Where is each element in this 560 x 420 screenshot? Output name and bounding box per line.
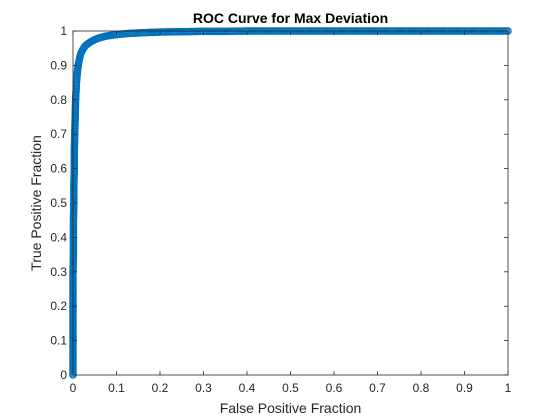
x-tick-label: 0.6 — [326, 381, 343, 395]
x-tick-label: 0.7 — [369, 381, 386, 395]
y-tick-label: 0.6 — [50, 162, 67, 176]
x-tick-label: 0.1 — [108, 381, 125, 395]
x-tick-label: 1 — [505, 381, 512, 395]
x-axis-label: False Positive Fraction — [220, 400, 362, 416]
y-tick-label: 0.7 — [50, 127, 67, 141]
x-tick-label: 0 — [70, 381, 77, 395]
y-tick-label: 0.9 — [50, 58, 67, 72]
y-tick-label: 0.4 — [50, 230, 67, 244]
y-tick-label: 0.1 — [50, 334, 67, 348]
x-tick-label: 0.8 — [413, 381, 430, 395]
y-tick-label: 0.2 — [50, 299, 67, 313]
y-tick-label: 1 — [60, 24, 67, 38]
chart-title: ROC Curve for Max Deviation — [193, 10, 388, 26]
y-axis-ticks: 0 0.1 0.2 0.3 0.4 0.5 0.6 0.7 0.8 0.9 1 — [50, 24, 508, 382]
x-tick-label: 0.9 — [456, 381, 473, 395]
x-tick-label: 0.2 — [152, 381, 169, 395]
y-axis-label: True Positive Fraction — [28, 135, 44, 271]
x-tick-label: 0.3 — [195, 381, 212, 395]
y-tick-label: 0.3 — [50, 265, 67, 279]
y-tick-label: 0.8 — [50, 93, 67, 107]
plot-area — [73, 31, 508, 375]
y-tick-label: 0 — [60, 368, 67, 382]
x-axis-ticks: 0 0.1 0.2 0.3 0.4 0.5 0.6 0.7 0.8 0.9 1 — [70, 31, 512, 395]
x-tick-label: 0.5 — [282, 381, 299, 395]
x-tick-label: 0.4 — [239, 381, 256, 395]
y-tick-label: 0.5 — [50, 196, 67, 210]
